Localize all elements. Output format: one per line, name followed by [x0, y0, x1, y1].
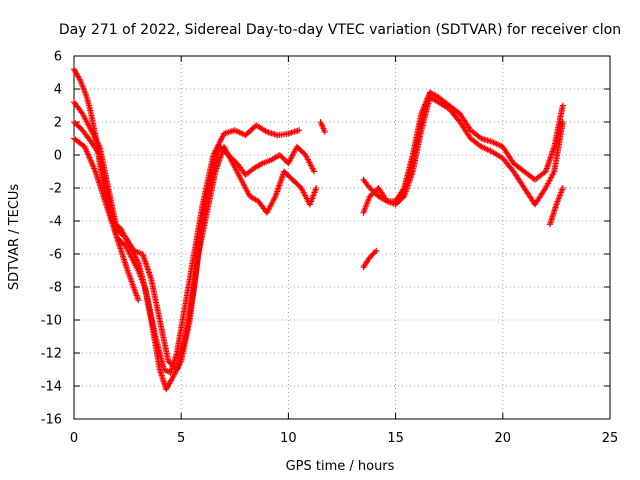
y-tick-label: -12 [41, 347, 62, 362]
x-tick-label: 0 [70, 431, 78, 446]
data-point [366, 254, 373, 261]
y-tick-label: -4 [49, 215, 62, 230]
x-axis-label: GPS time / hours [286, 459, 395, 474]
y-tick-label: 4 [54, 83, 62, 98]
x-tick-label: 25 [602, 431, 619, 446]
series-trace-9 [546, 185, 566, 228]
data-point [559, 102, 566, 109]
y-tick-label: -8 [49, 281, 62, 296]
y-tick-label: -16 [41, 413, 62, 428]
data-point [313, 185, 320, 191]
series-trace-6 [360, 89, 566, 205]
y-tick-label: -10 [41, 314, 62, 329]
data-point-interp [369, 251, 376, 258]
y-tick-label: 0 [54, 149, 62, 164]
data-point-interp [258, 161, 265, 168]
series-trace-8 [360, 247, 380, 271]
series-trace-7 [360, 94, 566, 216]
plot-frame [73, 55, 611, 420]
x-tick-label: 10 [280, 431, 297, 446]
y-tick-label: -2 [49, 182, 62, 197]
y-tick-label: 6 [54, 50, 62, 65]
y-tick-label: -6 [49, 248, 62, 263]
chart-title: Day 271 of 2022, Sidereal Day-to-day VTE… [59, 22, 621, 38]
y-tick-label: 2 [54, 116, 62, 131]
data-point [559, 119, 566, 125]
x-tick-label: 20 [495, 431, 512, 446]
data-point [559, 185, 566, 191]
grid-lines [74, 56, 610, 419]
data-markers [71, 66, 566, 393]
data-point-interp [372, 249, 379, 256]
data-point [321, 128, 328, 135]
data-point [296, 127, 303, 134]
data-point [373, 247, 380, 254]
x-tick-label: 5 [177, 431, 185, 446]
data-point-interp [368, 252, 375, 259]
data-point-interp [76, 76, 83, 83]
series-trace-4 [71, 135, 142, 304]
y-tick-label: -14 [41, 380, 62, 395]
series-trace-2 [71, 99, 318, 373]
data-point [311, 168, 318, 175]
x-tick-label: 15 [387, 431, 404, 446]
y-axis-label: SDTVAR / TECUs [7, 184, 22, 291]
data-point-interp [370, 250, 377, 257]
series-trace-5 [317, 119, 328, 135]
data-point [135, 297, 142, 304]
